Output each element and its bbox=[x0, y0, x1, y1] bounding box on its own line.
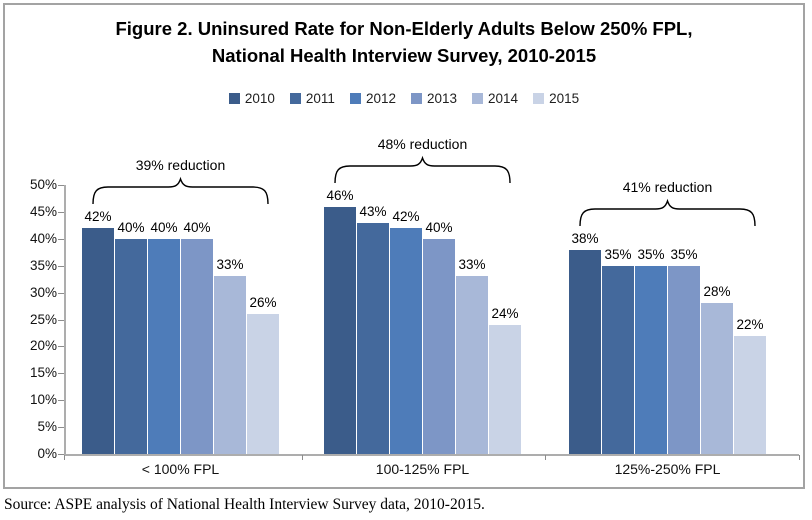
bar-value-label: 40% bbox=[425, 219, 453, 235]
bar bbox=[489, 324, 521, 454]
y-tick-label: 30% bbox=[29, 284, 57, 300]
bar-value-label: 38% bbox=[571, 230, 599, 246]
y-tick-label: 0% bbox=[37, 446, 57, 461]
bar bbox=[357, 222, 389, 454]
bar bbox=[569, 249, 601, 454]
x-category-label: 125%-250% FPL bbox=[614, 461, 721, 477]
y-tick-label: 10% bbox=[29, 392, 57, 408]
bar-value-label: 26% bbox=[249, 295, 277, 311]
bar bbox=[181, 238, 213, 454]
reduction-bracket bbox=[334, 155, 511, 183]
y-tick-mark bbox=[58, 427, 64, 429]
legend-item: 2015 bbox=[533, 91, 579, 106]
bar bbox=[456, 276, 488, 454]
bar bbox=[115, 238, 147, 454]
y-tick-label: 20% bbox=[29, 338, 57, 354]
bar-value-label: 42% bbox=[392, 209, 420, 225]
x-tick-mark bbox=[799, 455, 800, 460]
bar bbox=[423, 238, 455, 454]
x-axis-line bbox=[64, 454, 799, 456]
reduction-label: 39% reduction bbox=[135, 157, 226, 174]
bar-value-label: 40% bbox=[150, 219, 178, 235]
x-category-label: 100-125% FPL bbox=[375, 461, 470, 477]
bar-value-label: 43% bbox=[359, 203, 387, 219]
y-axis-line bbox=[64, 185, 66, 454]
bar-value-label: 35% bbox=[670, 246, 698, 262]
y-tick-label: 25% bbox=[29, 311, 57, 327]
bar-value-label: 28% bbox=[703, 284, 731, 300]
reduction-bracket bbox=[92, 176, 269, 205]
y-tick-label: 50% bbox=[29, 177, 57, 192]
legend-item: 2010 bbox=[228, 91, 275, 106]
y-tick-mark bbox=[58, 185, 64, 186]
bar bbox=[602, 265, 634, 454]
y-tick-mark bbox=[58, 292, 64, 294]
legend-label: 2014 bbox=[488, 91, 519, 106]
legend: 2010 2011 2012 2013 2014 2015 bbox=[5, 91, 803, 106]
bar bbox=[701, 303, 733, 454]
x-tick-mark bbox=[302, 455, 303, 460]
bar bbox=[734, 335, 766, 454]
bar-value-label: 46% bbox=[326, 187, 354, 203]
bar-value-label: 35% bbox=[604, 246, 632, 262]
chart-plot: 0% 5% 10% 15% 20% 25% 30% 35% 40% 45% 50% 42% 40% 40%… bbox=[5, 5, 803, 487]
legend-swatch bbox=[228, 93, 240, 104]
bar bbox=[82, 228, 114, 454]
legend-label: 2013 bbox=[426, 91, 458, 106]
legend-item: 2011 bbox=[289, 91, 335, 106]
bar-value-label: 35% bbox=[637, 246, 665, 262]
y-tick-label: 15% bbox=[29, 365, 57, 381]
bar bbox=[635, 265, 667, 454]
reduction-label: 48% reduction bbox=[377, 135, 468, 152]
bar bbox=[214, 276, 246, 454]
y-tick-mark bbox=[58, 211, 64, 213]
legend-label: 2015 bbox=[549, 91, 580, 106]
y-tick-mark bbox=[58, 346, 64, 348]
bar bbox=[148, 238, 180, 454]
bar bbox=[324, 206, 356, 454]
legend-swatch bbox=[349, 93, 361, 104]
legend-label: 2011 bbox=[305, 91, 335, 106]
bar-value-label: 40% bbox=[183, 219, 211, 235]
figure-box: Figure 2. Uninsured Rate for Non-Elderly… bbox=[3, 3, 805, 489]
bar bbox=[668, 265, 700, 454]
bar bbox=[247, 314, 279, 454]
reduction-bracket bbox=[579, 198, 756, 226]
legend-item: 2014 bbox=[472, 91, 518, 106]
bar-value-label: 40% bbox=[117, 219, 145, 235]
chart-title-line2: National Health Interview Survey, 2010-2… bbox=[211, 45, 597, 66]
legend-item: 2013 bbox=[410, 91, 458, 106]
y-tick-mark bbox=[58, 319, 64, 321]
x-tick-mark bbox=[545, 455, 546, 460]
legend-swatch bbox=[533, 93, 545, 104]
y-tick-mark bbox=[58, 454, 64, 455]
chart-title-line1: Figure 2. Uninsured Rate for Non-Elderly… bbox=[115, 18, 693, 39]
y-tick-label: 45% bbox=[29, 203, 57, 219]
bar bbox=[390, 228, 422, 454]
bar-value-label: 42% bbox=[84, 209, 112, 225]
legend-label: 2012 bbox=[365, 91, 396, 106]
x-category-label: < 100% FPL bbox=[141, 461, 220, 477]
legend-item: 2012 bbox=[349, 91, 396, 106]
bar-value-label: 33% bbox=[458, 257, 486, 273]
x-tick-mark bbox=[64, 455, 65, 460]
bar-value-label: 22% bbox=[736, 316, 764, 332]
legend-swatch bbox=[472, 93, 484, 104]
y-tick-mark bbox=[58, 265, 64, 267]
legend-swatch bbox=[410, 93, 422, 104]
y-tick-mark bbox=[58, 238, 64, 240]
reduction-label: 41% reduction bbox=[622, 178, 713, 195]
bar-value-label: 33% bbox=[216, 257, 244, 273]
y-tick-label: 35% bbox=[29, 257, 57, 273]
y-tick-mark bbox=[58, 373, 64, 375]
y-tick-label: 40% bbox=[29, 230, 57, 246]
y-tick-mark bbox=[58, 400, 64, 402]
legend-swatch bbox=[289, 93, 301, 104]
legend-label: 2010 bbox=[244, 91, 275, 106]
source-note: Source: ASPE analysis of National Health… bbox=[4, 496, 485, 513]
chart-title: Figure 2. Uninsured Rate for Non-Elderly… bbox=[5, 15, 803, 69]
y-tick-label: 5% bbox=[37, 419, 57, 435]
bar-value-label: 24% bbox=[491, 305, 519, 321]
